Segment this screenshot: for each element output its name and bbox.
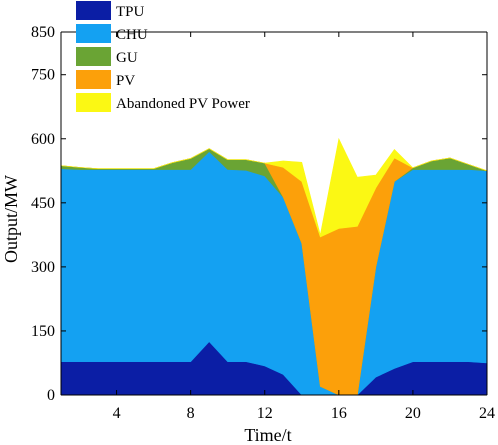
y-tick-label: 600 [31,131,55,148]
legend-label-tpu: TPU [116,4,145,20]
y-tick-label: 450 [31,195,55,212]
x-axis-title: Time/t [244,425,291,445]
area-layers [60,137,488,396]
legend-label-abandoned-pv-power: Abandoned PV Power [116,96,250,112]
legend-swatch-pv [76,70,111,89]
axes: 0 150 300 450 600 750 850 4 8 12 16 20 24 [31,24,495,422]
x-tick-label: 24 [479,405,495,422]
x-tick-label: 20 [405,405,421,422]
legend-swatch-gu [76,47,111,66]
x-tick-label: 8 [187,405,195,422]
legend-label-chu: CHU [116,27,148,43]
legend-swatch-tpu [76,1,111,20]
y-tick-label: 300 [31,259,55,276]
legend-swatch-chu [76,24,111,43]
legend-label-gu: GU [116,50,138,66]
x-tick-label: 16 [331,405,347,422]
legend-label-pv: PV [116,73,135,89]
y-axis-title: Output/MW [1,175,21,263]
x-tick-label: 4 [113,405,121,422]
legend-swatch-abandoned-pv-power [76,93,111,112]
y-tick-label: 0 [47,387,55,404]
y-tick-label: 150 [31,323,55,340]
legend: TPU CHU GU PV Abandoned PV Power [76,1,250,112]
area-chu [60,151,488,396]
y-tick-label: 750 [31,67,55,84]
y-tick-label: 850 [31,24,55,41]
x-tick-label: 12 [257,405,273,422]
